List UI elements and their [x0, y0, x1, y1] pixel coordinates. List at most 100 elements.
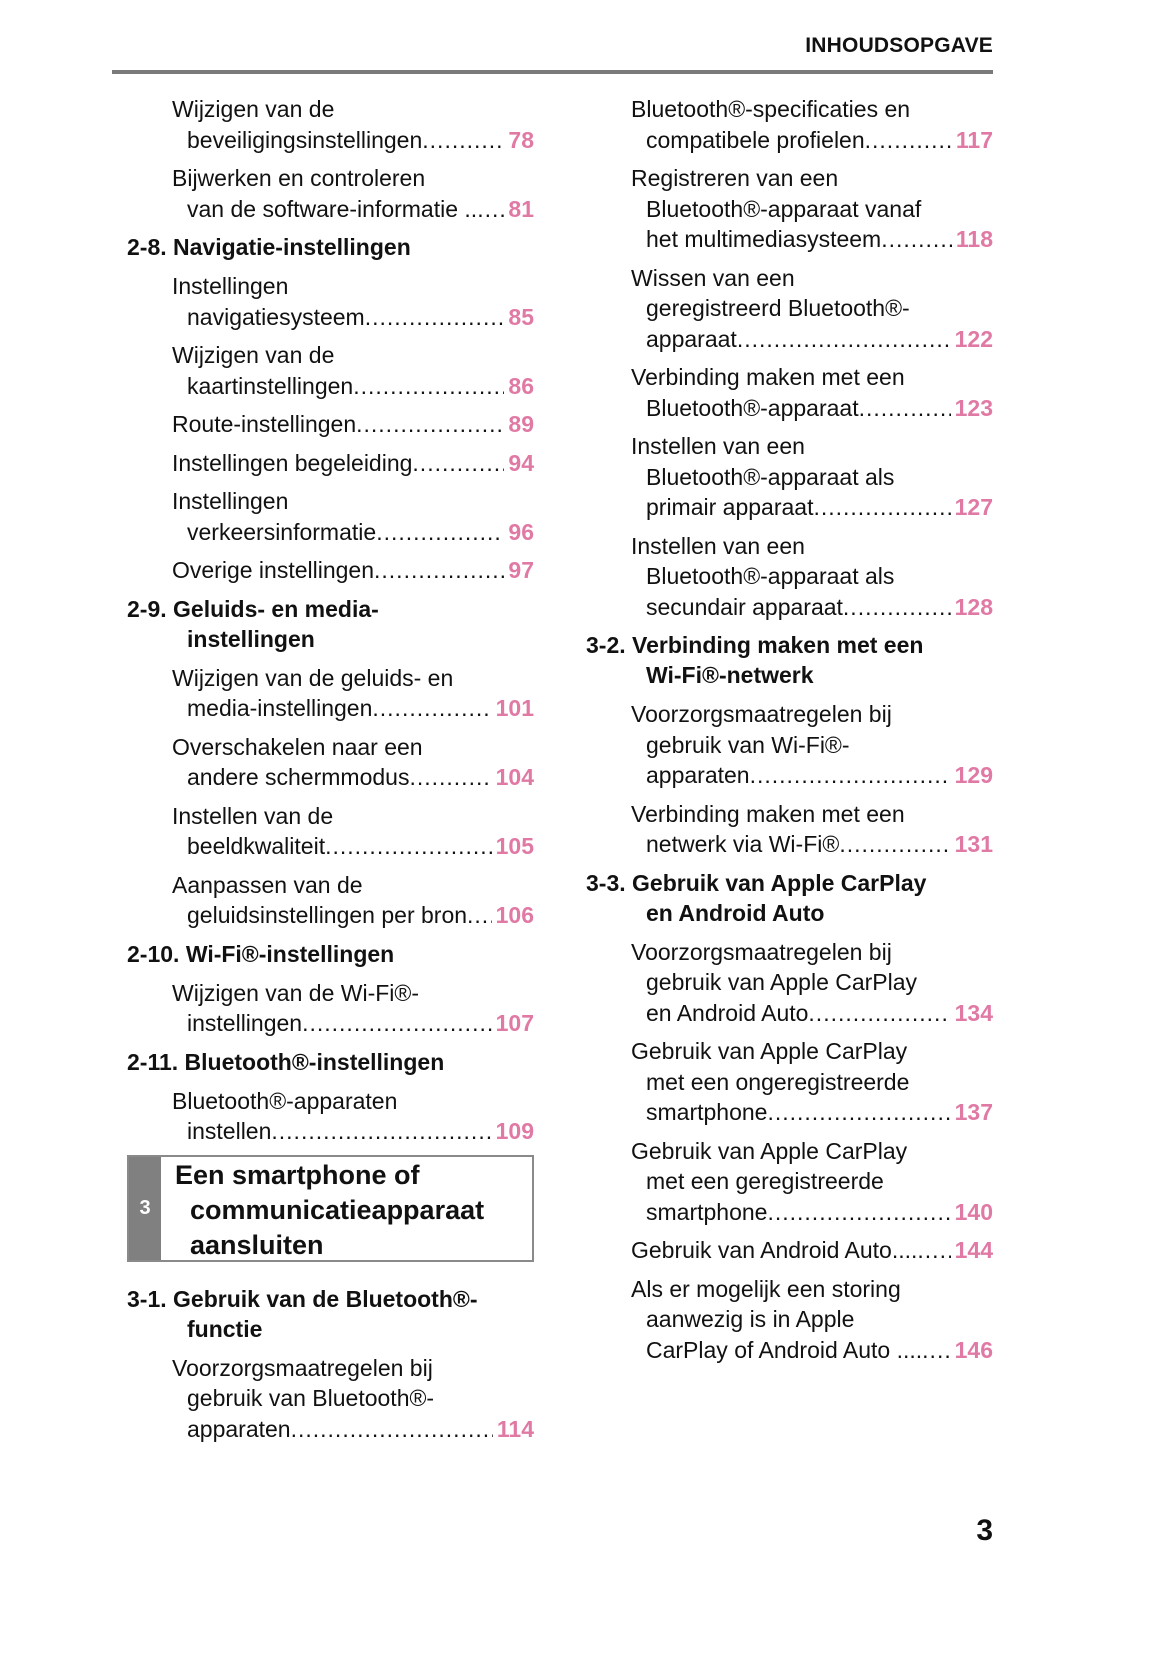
toc-entry[interactable]: Verbinding maken met een netwerk via Wi-F…	[586, 799, 993, 860]
toc-entry[interactable]: Wijzigen van de geluids- en media-instell…	[127, 663, 534, 724]
page-reference-link[interactable]: 105	[495, 833, 534, 859]
toc-entry-line: gebruik van Bluetooth®-	[187, 1385, 435, 1411]
toc-entry[interactable]: Instellingen navigatiesysteem 85	[127, 271, 534, 332]
section-heading: 3-2. Verbinding maken met een Wi-Fi®-netw…	[586, 630, 993, 690]
toc-entry[interactable]: Instellingen begeleiding 94	[127, 448, 534, 479]
chapter-title-line: aansluiten	[190, 1229, 324, 1260]
toc-entry[interactable]: Bijwerken en controleren van de software-…	[127, 163, 534, 224]
toc-entry[interactable]: Gebruik van Android Auto.... 144	[586, 1235, 993, 1266]
toc-entry[interactable]: Voorzorgsmaatregelen bij gebruik van Blue…	[127, 1353, 534, 1445]
page-reference-link[interactable]: 96	[508, 518, 534, 545]
page-reference-link[interactable]: 146	[954, 1336, 993, 1363]
toc-entry-line: Bluetooth®-apparaat als	[646, 563, 895, 589]
dot-leader	[843, 592, 951, 623]
dot-leader	[356, 409, 504, 440]
page-reference-link[interactable]: 89	[508, 411, 534, 437]
toc-entry-line: beeldkwaliteit 105	[127, 831, 534, 862]
page-reference-link[interactable]: 118	[955, 226, 993, 252]
toc-entry-line: Instellen van een	[631, 433, 805, 459]
toc-entry-line: gebruik van Wi-Fi®-	[646, 731, 850, 758]
toc-entry[interactable]: Aanpassen van de geluidsinstellingen per …	[127, 870, 534, 931]
page-reference-link[interactable]: 106	[495, 902, 534, 928]
section-heading-line: en Android Auto	[646, 899, 825, 926]
page-reference-link[interactable]: 109	[495, 1118, 534, 1144]
toc-entry[interactable]: Bluetooth®-apparaten instellen 109	[127, 1086, 534, 1147]
dot-leader	[477, 194, 504, 225]
toc-entry-line: Voorzorgsmaatregelen bij	[631, 701, 892, 727]
section-heading: 2-8. Navigatie-instellingen	[127, 232, 534, 262]
page-reference-link[interactable]: 134	[954, 999, 993, 1026]
toc-entry[interactable]: Wijzigen van de Wi-Fi®- instellingen 107	[127, 978, 534, 1039]
toc-left-column: Wijzigen van de beveiligingsinstellingen 7…	[127, 94, 534, 1452]
toc-entry[interactable]: Als er mogelijk een storing aanwezig is i…	[586, 1274, 993, 1366]
toc-entry[interactable]: Instellen van een Bluetooth®-apparaat als…	[586, 431, 993, 523]
toc-entry-line: media-instellingen 101	[127, 693, 534, 724]
page-reference-link[interactable]: 81	[508, 195, 534, 222]
toc-entry-text: apparaten	[187, 1415, 291, 1442]
toc-entry[interactable]: Wissen van een geregistreerd Bluetooth®- a…	[586, 263, 993, 355]
toc-entry-text: van de software-informatie ..	[187, 195, 478, 222]
toc-entry[interactable]: Bluetooth®-specificaties en compatibele p…	[586, 94, 993, 155]
chapter-box[interactable]: 3 Een smartphone of communicatieapparaat aa…	[127, 1154, 534, 1262]
dot-leader	[813, 492, 950, 523]
toc-entry-text: andere schermmodus	[187, 764, 410, 790]
dot-leader	[865, 125, 952, 156]
page-reference-link[interactable]: 78	[508, 126, 534, 153]
page-reference-link[interactable]: 104	[495, 764, 534, 790]
dot-leader	[467, 900, 492, 931]
page-reference-link[interactable]: 129	[954, 762, 993, 788]
dot-leader	[767, 1097, 950, 1128]
toc-entry-line: Instellen van een	[631, 532, 805, 559]
toc-entry[interactable]: Overige instellingen 97	[127, 555, 534, 586]
toc-entry[interactable]: Registreren van een Bluetooth®-apparaat v…	[586, 163, 993, 255]
page-reference-link[interactable]: 114	[496, 1415, 534, 1442]
toc-entry[interactable]: Wijzigen van de beveiligingsinstellingen 7…	[127, 94, 534, 155]
toc-entry-text: navigatiesysteem	[187, 303, 365, 330]
toc-entry[interactable]: Instellen van een Bluetooth®-apparaat als…	[586, 531, 993, 623]
section-heading: 2-11. Bluetooth®-instellingen	[127, 1047, 534, 1077]
page-reference-link[interactable]: 128	[954, 593, 993, 620]
page-reference-link[interactable]: 97	[508, 557, 534, 583]
toc-entry-line: Bluetooth®-apparaten	[172, 1087, 398, 1114]
toc-entry[interactable]: Gebruik van Apple CarPlay met een ongereg…	[586, 1036, 993, 1128]
toc-entry-line: Bijwerken en controleren	[172, 165, 426, 191]
toc-entry[interactable]: Instellingen verkeersinformatie 96	[127, 486, 534, 547]
toc-entry-line: Instellingen	[172, 273, 289, 299]
toc-entry[interactable]: Wijzigen van de kaartinstellingen 86	[127, 340, 534, 401]
page-reference-link[interactable]: 123	[954, 394, 993, 421]
page-reference-link[interactable]: 131	[954, 831, 993, 857]
toc-entry[interactable]: Voorzorgsmaatregelen bij gebruik van Wi-F…	[586, 699, 993, 791]
section-heading-line: 2-8. Navigatie-instellingen	[127, 234, 411, 260]
toc-entry[interactable]: Route-instellingen 89	[127, 409, 534, 440]
toc-entry-text: verkeersinformatie	[187, 518, 377, 545]
toc-entry-line: geregistreerd Bluetooth®-	[646, 295, 910, 321]
toc-entry-line: van de software-informatie .. 81	[127, 194, 534, 225]
toc-entry-text: en Android Auto	[646, 999, 809, 1026]
toc-entry-line: Wijzigen van de geluids- en	[172, 664, 454, 691]
toc-entry[interactable]: Voorzorgsmaatregelen bij gebruik van Appl…	[586, 937, 993, 1029]
toc-entry[interactable]: Instellen van de beeldkwaliteit 105	[127, 801, 534, 862]
page-reference-link[interactable]: 85	[508, 303, 534, 330]
page-reference-link[interactable]: 140	[954, 1198, 993, 1225]
toc-entry-line: en Android Auto 134	[586, 998, 993, 1029]
dot-leader	[302, 1008, 492, 1039]
page-reference-link[interactable]: 86	[508, 372, 534, 399]
page-reference-link[interactable]: 127	[954, 494, 993, 520]
toc-entry[interactable]: Gebruik van Apple CarPlay met een geregis…	[586, 1136, 993, 1228]
section-heading-line: instellingen	[187, 625, 315, 652]
section-heading-line: 3-3. Gebruik van Apple CarPlay	[586, 869, 927, 896]
page-reference-link[interactable]: 137	[954, 1099, 993, 1125]
page-reference-link[interactable]: 107	[495, 1010, 534, 1036]
toc-entry-line: navigatiesysteem 85	[127, 302, 534, 333]
toc-entry-line: het multimediasysteem 118	[586, 224, 993, 255]
page-reference-link[interactable]: 117	[955, 126, 993, 153]
toc-entry[interactable]: Verbinding maken met een Bluetooth®-appar…	[586, 362, 993, 423]
chapter-number-tab: 3	[129, 1156, 161, 1260]
toc-entry-line: secundair apparaat 128	[586, 592, 993, 623]
page-reference-link[interactable]: 122	[954, 325, 993, 352]
toc-entry-line: Gebruik van Android Auto.... 144	[586, 1235, 993, 1266]
toc-entry[interactable]: Overschakelen naar een andere schermmodus…	[127, 732, 534, 793]
page-reference-link[interactable]: 94	[508, 449, 534, 476]
page-reference-link[interactable]: 101	[495, 695, 534, 721]
page-reference-link[interactable]: 144	[954, 1237, 993, 1263]
